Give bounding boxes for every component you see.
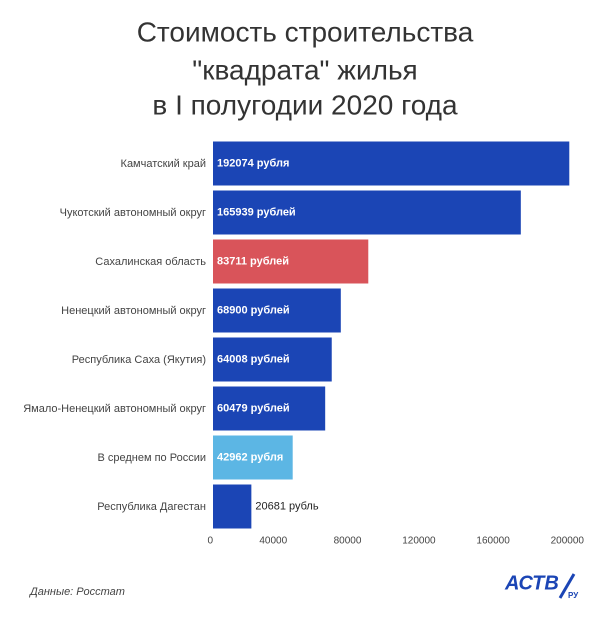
chart-title: в I полугодии 2020 года xyxy=(152,89,458,120)
logo-slash xyxy=(558,573,576,599)
bar xyxy=(213,337,332,382)
bar xyxy=(213,141,570,186)
x-tick-label: 160000 xyxy=(476,536,510,547)
bar xyxy=(213,239,369,284)
value-label: 42962 рубля xyxy=(217,451,283,463)
logo-sub: РУ xyxy=(568,591,579,600)
category-label-box: Сахалинская область xyxy=(95,255,206,268)
x-tick-label: 200000 xyxy=(551,536,585,547)
bar xyxy=(213,435,293,480)
y-tick-label: Республика Саха (Якутия) xyxy=(71,353,206,366)
value-label: 165939 рублей xyxy=(217,206,296,218)
value-label: 20681 рубль xyxy=(255,500,318,512)
source: Данные: Росстат xyxy=(28,586,125,598)
category-label-box: В среднем по России xyxy=(97,451,206,464)
y-tick-label: Ямало-Ненецкий автономный округ xyxy=(23,402,206,415)
value-label: 83711 рублей xyxy=(217,255,289,267)
value-label: 60479 рублей xyxy=(217,402,290,414)
chart-title: Стоимость строительства xyxy=(137,16,474,47)
bar xyxy=(213,386,326,431)
y-tick-label: Камчатский край xyxy=(120,157,206,170)
x-tick-label: 40000 xyxy=(259,536,287,547)
value-label: 68900 рублей xyxy=(217,304,290,316)
bar xyxy=(213,190,521,235)
bar xyxy=(213,288,341,333)
category-label-box: Камчатский край xyxy=(120,157,206,170)
logo-main: АСТВ xyxy=(504,572,559,594)
x-tick-label: 0 xyxy=(207,536,213,547)
y-tick-label: Республика Дагестан xyxy=(97,500,206,513)
bar xyxy=(213,484,252,529)
x-tick-label: 80000 xyxy=(334,536,362,547)
y-tick-label: Чукотский автономный округ xyxy=(59,206,206,219)
y-tick-label: Ненецкий автономный округ xyxy=(61,304,206,317)
category-label-box: Республика Дагестан xyxy=(97,500,206,513)
chart-title: "квадрата" жилья xyxy=(192,54,417,85)
y-tick-label: Сахалинская область xyxy=(95,255,206,268)
y-tick-label: В среднем по России xyxy=(97,451,206,464)
category-label-box: Чукотский автономный округ xyxy=(59,206,206,219)
logo: АСТВ РУ xyxy=(504,572,579,600)
value-label: 64008 рублей xyxy=(217,353,290,365)
value-label: 192074 рубля xyxy=(217,157,289,169)
category-label-box: Ямало-Ненецкий автономный округ xyxy=(23,402,206,415)
x-tick-label: 120000 xyxy=(402,536,436,547)
category-label-box: Республика Саха (Якутия) xyxy=(71,353,206,366)
category-label-box: Ненецкий автономный округ xyxy=(61,304,206,317)
